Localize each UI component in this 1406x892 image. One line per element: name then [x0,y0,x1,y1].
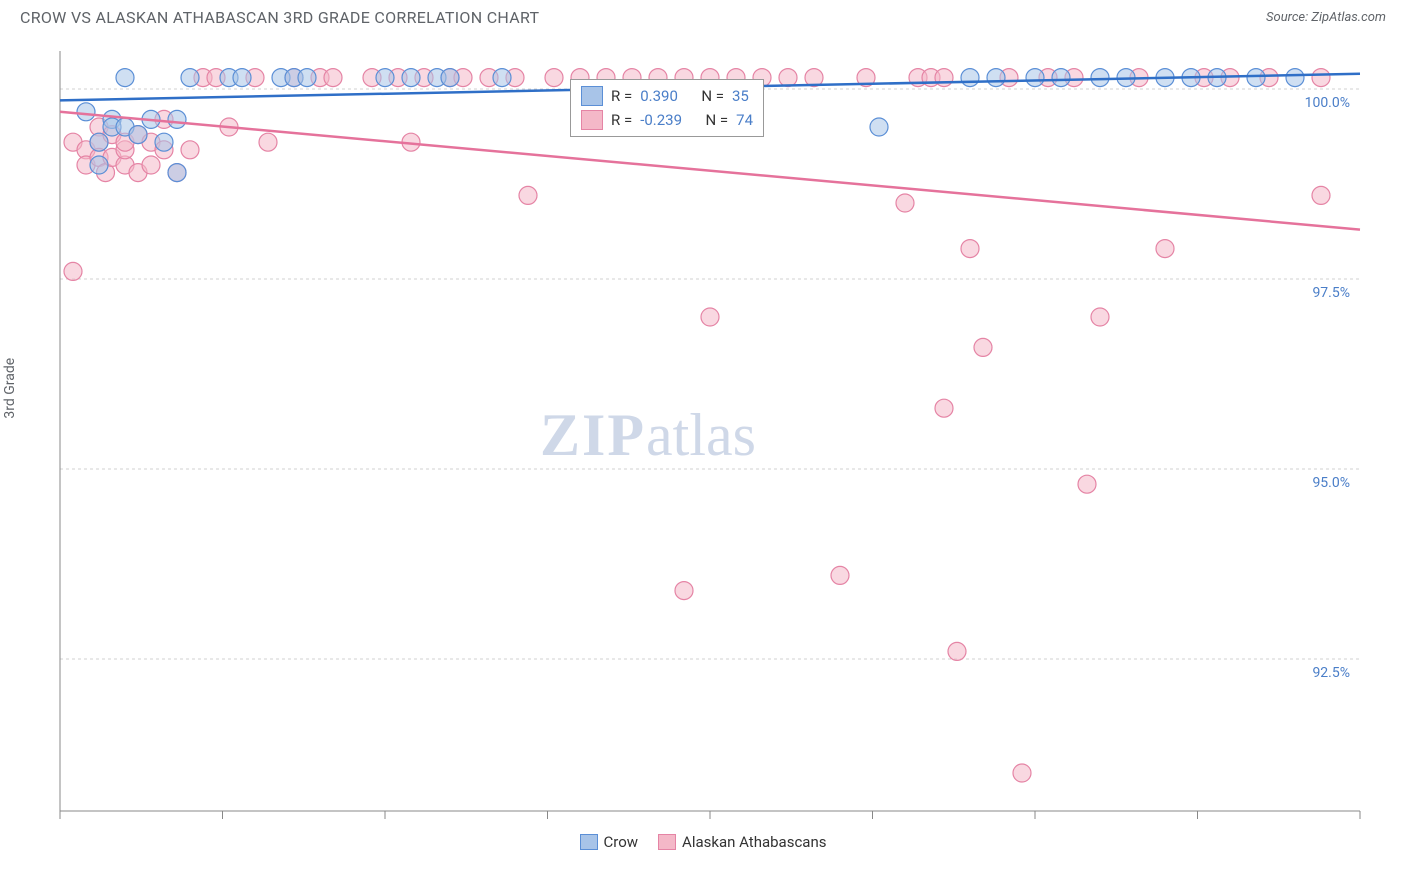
stats-row-athabascan: R = -0.239 N = 74 [581,108,753,132]
svg-text:92.5%: 92.5% [1312,665,1350,681]
svg-text:95.0%: 95.0% [1312,475,1350,491]
legend-label-crow: Crow [604,833,639,851]
source-label: Source: ZipAtlas.com [1266,10,1386,25]
r-value-athabascan: -0.239 [640,111,682,129]
swatch-athabascan [581,110,603,130]
r-value-crow: 0.390 [640,87,678,105]
n-value-crow: 35 [732,87,749,105]
n-label: N = [701,87,724,105]
n-label: N = [705,111,728,129]
svg-text:97.5%: 97.5% [1312,285,1350,301]
y-axis-label: 3rd Grade [2,358,18,419]
watermark: ZIPatlas [540,401,756,470]
legend-item-athabascan: Alaskan Athabascans [658,833,826,851]
r-label: R = [611,111,632,129]
stats-row-crow: R = 0.390 N = 35 [581,84,753,108]
swatch-crow [580,834,598,850]
legend-label-athabascan: Alaskan Athabascans [682,833,826,851]
header: CROW VS ALASKAN ATHABASCAN 3RD GRADE COR… [0,0,1406,31]
series-legend: Crow Alaskan Athabascans [0,833,1406,851]
n-value-athabascan: 74 [736,111,753,129]
swatch-athabascan [658,834,676,850]
r-label: R = [611,87,632,105]
stats-legend: R = 0.390 N = 35 R = -0.239 N = 74 [570,79,764,137]
legend-item-crow: Crow [580,833,639,851]
svg-text:100.0%: 100.0% [1305,95,1350,111]
chart-title: CROW VS ALASKAN ATHABASCAN 3RD GRADE COR… [20,8,539,27]
swatch-crow [581,86,603,106]
chart-container: 3rd Grade 92.5%95.0%97.5%100.0%0.0%100.0… [0,31,1406,851]
